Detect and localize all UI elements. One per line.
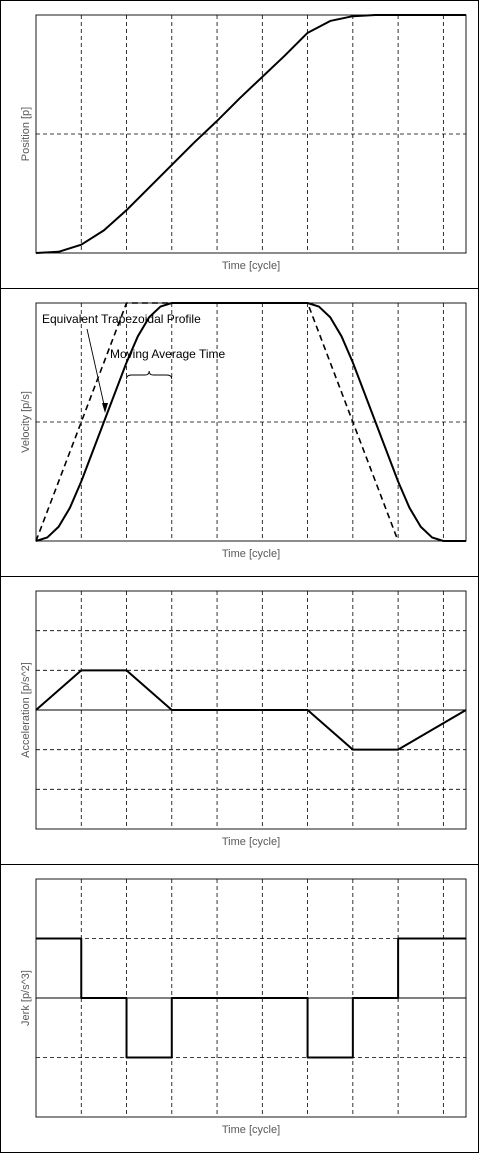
velocity-chart-panel: Time [cycle] Velocity [p/s] Equivalent Tra… <box>0 288 479 577</box>
acceleration-chart-panel: Time [cycle] Acceleration [p/s^2] <box>0 576 479 865</box>
y-axis-label: Velocity [p/s] <box>20 391 32 453</box>
y-axis-label: Jerk [p/s^3] <box>20 970 32 1026</box>
plot-frame <box>35 14 467 254</box>
acceleration-chart: Time [cycle] Acceleration [p/s^2] <box>20 590 467 848</box>
x-axis-label: Time [cycle] <box>222 260 280 272</box>
y-axis-label: Acceleration [p/s^2] <box>20 662 32 758</box>
velocity-chart: Time [cycle] Velocity [p/s] Equivalent Tra… <box>20 302 467 560</box>
position-chart: Time [cycle] Position [p] <box>20 14 467 272</box>
x-axis-label: Time [cycle] <box>222 1124 280 1136</box>
jerk-chart: Time [cycle] Jerk [p/s^3] <box>20 878 467 1136</box>
plot-frame <box>35 878 467 1118</box>
trapezoid-series-line <box>35 302 399 542</box>
moving-average-annotation: Moving Average Time <box>110 347 225 361</box>
position-chart-panel: Time [cycle] Position [p] <box>0 0 479 289</box>
series-line <box>36 937 466 1059</box>
moving-average-bracket <box>126 370 173 380</box>
jerk-chart-panel: Time [cycle] Jerk [p/s^3] <box>0 864 479 1153</box>
y-axis-label: Position [p] <box>20 107 32 161</box>
grid <box>36 303 466 541</box>
annotation-arrowhead <box>102 403 108 413</box>
grid <box>36 15 466 253</box>
trapezoid-annotation: Equivalent Trapezoidal Profile <box>42 312 201 326</box>
series-line <box>35 669 467 751</box>
series-line <box>35 14 466 254</box>
x-axis-label: Time [cycle] <box>222 836 280 848</box>
annotation-arrow <box>86 328 106 410</box>
x-axis-label: Time [cycle] <box>222 548 280 560</box>
